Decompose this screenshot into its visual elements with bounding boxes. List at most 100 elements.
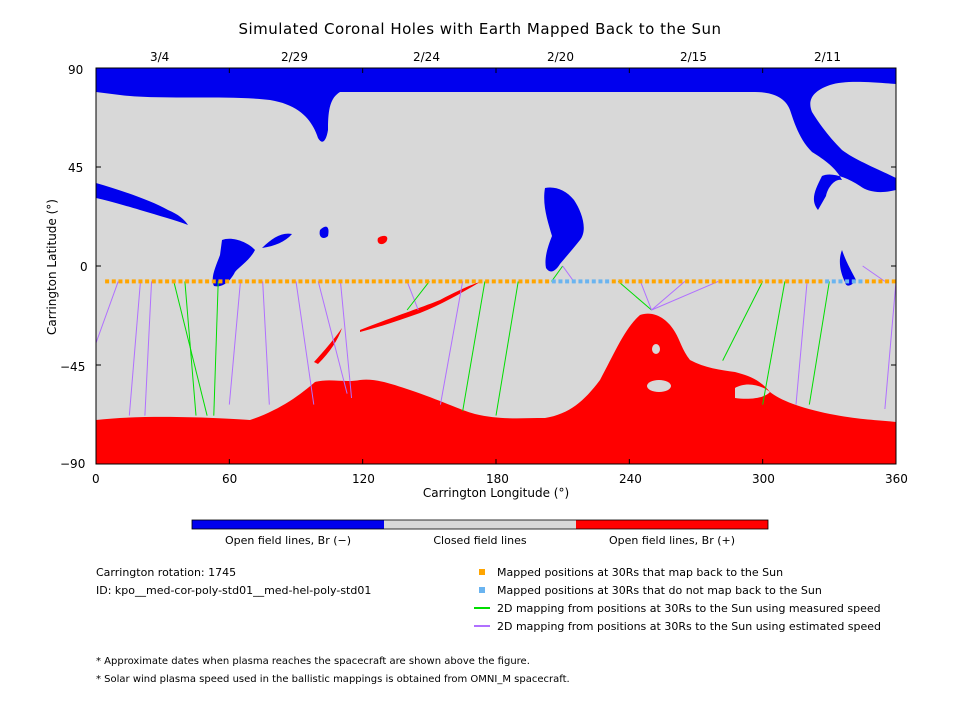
mapped-position	[511, 279, 516, 284]
top-date-6: 2/11	[814, 50, 841, 64]
mapped-position	[685, 279, 690, 284]
mapped-position	[731, 279, 736, 284]
mapped-position	[871, 279, 876, 284]
closed-island-1	[647, 380, 671, 392]
mapped-position	[785, 279, 790, 284]
mapped-position	[371, 279, 376, 284]
mapped-position	[778, 279, 783, 284]
mapped-position	[531, 279, 536, 284]
mapped-position	[285, 279, 290, 284]
mapping-line-25	[808, 281, 830, 405]
colorbar-label-negative: Open field lines, Br (−)	[224, 534, 352, 547]
mapped-position	[771, 279, 776, 284]
mapped-position	[765, 279, 770, 284]
mapping-line-23	[762, 281, 786, 405]
mapped-position	[498, 279, 503, 284]
colorbar-label-closed: Closed field lines	[433, 534, 527, 547]
mapped-position	[585, 279, 590, 284]
mapped-position	[338, 279, 343, 284]
footnote-1: * Approximate dates when plasma reaches …	[96, 656, 530, 667]
north-polar-coronal-hole	[96, 68, 896, 210]
mapped-position	[705, 279, 710, 284]
mapped-position	[718, 279, 723, 284]
legend-not-mapped: Mapped positions at 30Rs that do not map…	[497, 584, 822, 597]
mapped-position	[238, 279, 243, 284]
mapped-position	[638, 279, 643, 284]
west-limb-coronal-hole	[96, 183, 188, 225]
colorbar-label-positive: Open field lines, Br (+)	[608, 534, 736, 547]
coronal-hole-lon100	[319, 226, 329, 238]
coronal-hole-lon80	[262, 233, 292, 248]
mapped-position	[551, 279, 556, 284]
mapped-position	[645, 279, 650, 284]
mapping-line-12	[406, 281, 430, 311]
mapped-position	[325, 279, 330, 284]
mapped-position	[805, 279, 810, 284]
mapped-position	[758, 279, 763, 284]
mapped-position	[658, 279, 663, 284]
coronal-hole-lon128	[377, 235, 388, 245]
y-tick-45: 45	[68, 161, 84, 175]
mapping-line-15	[495, 281, 519, 416]
mapped-position	[145, 279, 150, 284]
coronal-hole-lon205	[544, 187, 584, 272]
x-tick-240: 240	[619, 472, 642, 486]
mapping-line-17	[562, 265, 575, 282]
mapped-position	[811, 279, 816, 284]
south-polar-coronal-hole	[96, 313, 896, 464]
x-tick-0: 0	[92, 472, 100, 486]
mapped-position	[191, 279, 196, 284]
x-tick-360: 360	[885, 472, 908, 486]
top-date-5: 2/15	[680, 50, 707, 64]
mapped-position	[885, 279, 890, 284]
mapped-position	[858, 279, 863, 284]
mapping-line-8	[295, 281, 315, 405]
mapped-position	[278, 279, 283, 284]
mapped-position	[751, 279, 756, 284]
mapped-position	[305, 279, 310, 284]
mapped-position	[565, 279, 570, 284]
mapped-position	[465, 279, 470, 284]
positive-sliver-1	[360, 282, 480, 332]
mapped-position	[678, 279, 683, 284]
coronal-hole-lon55	[212, 238, 255, 287]
mapped-position	[385, 279, 390, 284]
mapped-position	[538, 279, 543, 284]
model-id: ID: kpo__med-cor-poly-std01__med-hel-pol…	[96, 584, 372, 597]
mapped-position	[598, 279, 603, 284]
mapping-line-5	[213, 281, 219, 416]
mapped-position	[831, 279, 836, 284]
mapped-position	[425, 279, 430, 284]
colorbar-positive	[576, 520, 768, 529]
mapped-position	[798, 279, 803, 284]
mapped-position	[471, 279, 476, 284]
mapped-position	[505, 279, 510, 284]
mapped-position	[605, 279, 610, 284]
mapped-position	[485, 279, 490, 284]
legend-mapped-to-sun: Mapped positions at 30Rs that map back t…	[497, 566, 784, 579]
mapping-line-0	[95, 281, 119, 344]
mapped-position	[131, 279, 136, 284]
legend-measured-speed: 2D mapping from positions at 30Rs to the…	[497, 602, 881, 615]
x-tick-60: 60	[222, 472, 238, 486]
mapped-position	[211, 279, 216, 284]
y-tick-neg90: −90	[60, 457, 86, 471]
mapped-position	[205, 279, 210, 284]
top-date-1: 3/4	[150, 50, 170, 64]
mapping-line-16	[551, 265, 564, 282]
mapping-line-6	[228, 281, 241, 405]
mapping-line-24	[795, 281, 808, 405]
mapped-position	[185, 279, 190, 284]
mapped-position	[791, 279, 796, 284]
mapped-position	[358, 279, 363, 284]
mapping-line-9	[317, 281, 348, 394]
mapped-position	[318, 279, 323, 284]
mapped-position	[825, 279, 830, 284]
mapped-position	[265, 279, 270, 284]
mapped-position	[105, 279, 110, 284]
mapping-line-18	[617, 281, 652, 311]
mapping-line-20	[651, 281, 686, 311]
mapped-position	[298, 279, 303, 284]
x-axis-label: Carrington Longitude (°)	[422, 486, 570, 500]
